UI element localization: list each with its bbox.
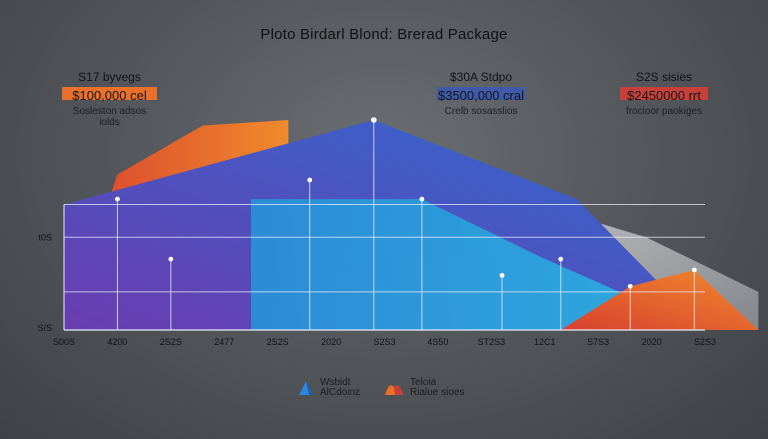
stat-block-2: $30A Stdpo $3500,000 cral Crelb sosassli… (437, 70, 525, 130)
x-tick-label: 4200 (107, 337, 127, 347)
stat-block-1: S17 byvegs $100,000 cel Sosleston adsos … (62, 70, 157, 141)
legend-item-1: Wsbidt AlCdoinz (297, 378, 360, 398)
data-point (115, 196, 120, 202)
orange-shape-icon (385, 385, 403, 395)
data-point (499, 273, 505, 278)
chart-title: Ploto Birdarl Blond: Brerad Package (260, 26, 508, 43)
stat-label: S17 byvegs (78, 70, 141, 84)
legend-line-2: Rialue sioes (410, 387, 465, 398)
x-tick-label: 2S2S (267, 337, 289, 347)
legend-item-2: Teloia Rialue sioes (383, 378, 464, 398)
legend-line-1: Teloia (410, 377, 437, 388)
stat-block-3: S2S sisies $2450000 rrt frocioor paokige… (620, 70, 708, 130)
x-tick-label: S2S3 (694, 337, 716, 347)
x-tick-label: 4S50 (427, 337, 448, 347)
stat-sub: Crelb sosasslios (444, 106, 518, 117)
blue-shape-icon (299, 381, 313, 395)
stat-bar (437, 87, 525, 100)
stat-value: $100,000 cel (72, 88, 147, 103)
x-tick-label: 2S2S (160, 337, 182, 347)
x-tick-label: 2020 (642, 337, 662, 347)
legend-line-1: Wsbidt (320, 377, 351, 388)
x-tick-label: 12C1 (534, 337, 556, 347)
stat-value: $3500,000 cral (437, 88, 524, 103)
stat-sub: frocioor paokiges (625, 106, 703, 117)
x-tick-label: 2020 (321, 337, 341, 347)
legend-line-2: AlCdoinz (320, 387, 361, 398)
data-point (691, 267, 697, 273)
x-tick-label: 2477 (214, 337, 234, 347)
data-point (419, 196, 425, 202)
data-point (307, 177, 313, 183)
data-point (558, 256, 564, 262)
stat-label: S2S sisies (635, 70, 693, 84)
series-area-cyan (250, 199, 706, 330)
stat-label: $30A Stdpo (449, 70, 513, 84)
x-tick-label: S7S3 (587, 337, 609, 347)
data-point (371, 117, 377, 123)
stat-value: $2450000 rrt (627, 88, 701, 103)
y-tick-label: S/S (37, 323, 52, 333)
data-point (627, 283, 633, 289)
stat-bar (62, 87, 157, 100)
data-point (168, 256, 174, 262)
stat-bar (620, 87, 708, 100)
stat-sub: Sosleston adsos iolds (72, 106, 147, 128)
series-area-orange-right (560, 270, 759, 330)
x-tick-label: S00S (53, 337, 75, 347)
y-tick-label: t0S (38, 232, 52, 242)
x-tick-label: ST2S3 (478, 337, 506, 347)
x-tick-label: S2S3 (373, 337, 395, 347)
